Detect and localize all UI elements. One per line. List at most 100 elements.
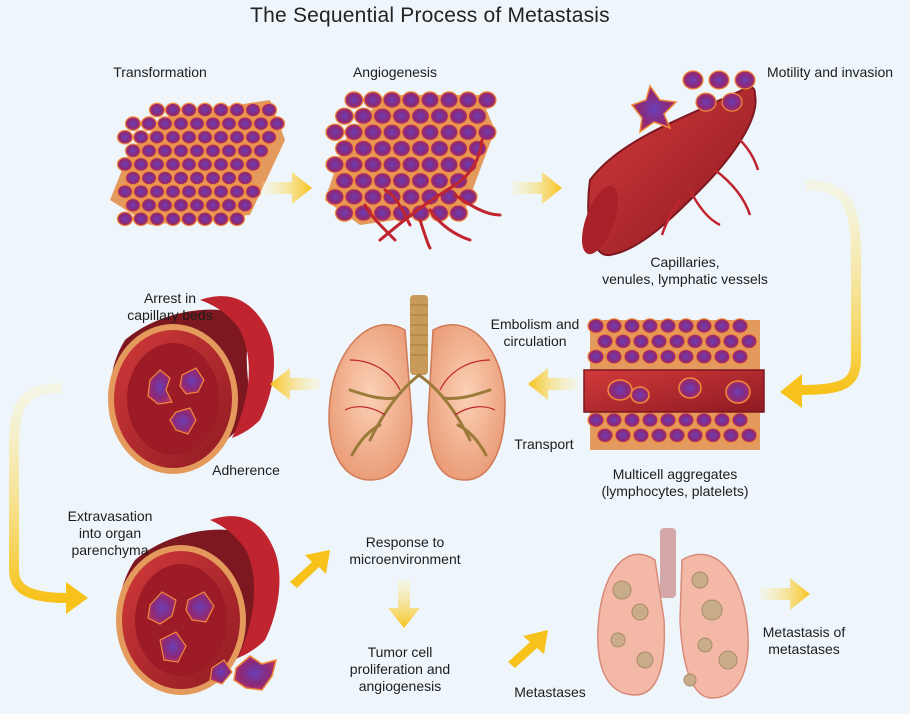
tumor-cell [244, 157, 262, 172]
arrow-lungs-to-arrest [270, 368, 320, 400]
tumor-cell [334, 204, 355, 222]
tumor-cell [401, 123, 421, 142]
tumor-cell [140, 116, 158, 131]
tumor-cell [228, 184, 246, 199]
tumor-cell [220, 170, 238, 186]
tumor-cell [641, 318, 659, 334]
tumor-cell [220, 197, 238, 213]
label-capillaries: Capillaries, venules, lymphatic vessels [602, 254, 768, 287]
tumor-cell [713, 412, 731, 428]
tumor-cell [156, 143, 174, 159]
tumor-cell [614, 333, 632, 350]
arrow-metastasis-of-metastases [760, 578, 810, 610]
tumor-cell [668, 333, 686, 350]
tumor-cell [148, 211, 166, 227]
tumor-cell [236, 143, 254, 159]
tumor-cell [458, 123, 478, 142]
tumor-cell [731, 348, 749, 365]
tumor-cell [334, 172, 355, 190]
tumor-cell [740, 427, 758, 444]
tumor-cell [448, 204, 469, 222]
tumor-cell [260, 129, 278, 145]
tumor-cell [116, 184, 134, 199]
tumor-cell [244, 129, 262, 145]
extravasating-cells [147, 591, 278, 691]
arrested-cells [147, 367, 205, 435]
arrest-vessel [108, 296, 275, 474]
tumor-cell [721, 92, 743, 112]
tumor-cell [401, 188, 421, 206]
tumor-cell [623, 318, 641, 334]
label-extravasation: Extravasation into organ parenchyma [67, 508, 153, 558]
label-transport: Transport [514, 436, 574, 452]
tumor-cell [124, 143, 142, 159]
tumor-cell [344, 155, 364, 174]
tumor-cell [695, 412, 713, 428]
tumor-cell [632, 333, 650, 350]
tumor-cell [116, 211, 134, 227]
label-metastases: Metastases [514, 684, 586, 700]
tumor-cell [124, 116, 142, 131]
tumor-cell [334, 107, 355, 125]
tumor-cell [164, 157, 182, 172]
tumor-cell [212, 184, 230, 199]
tumor-cell [148, 102, 166, 118]
circulation-vessel [583, 318, 765, 450]
tumor-cell [623, 348, 641, 365]
tumor-cell [188, 197, 206, 213]
tumor-cell [180, 211, 198, 227]
tumor-cell [180, 157, 198, 172]
label-proliferation: Tumor cell proliferation and angiogenesi… [349, 644, 451, 694]
tumor-cell [204, 143, 222, 159]
tumor-cell [668, 427, 686, 444]
tumor-cell [220, 116, 238, 131]
tumor-cell [439, 155, 459, 174]
tumor-cell [659, 348, 677, 365]
tumor-cell [132, 129, 150, 145]
tumor-cell [429, 139, 450, 158]
tumor-cell [172, 116, 190, 131]
tumor-cell [236, 170, 254, 186]
tumor-cell [677, 318, 695, 334]
label-response: Response to microenvironment [349, 534, 461, 567]
tumor-cell [632, 427, 650, 444]
tumor-cell [686, 333, 704, 350]
label-angiogenesis: Angiogenesis [352, 64, 438, 80]
label-transformation: Transformation [113, 64, 207, 80]
tumor-cell [587, 318, 605, 334]
tumor-cell [614, 427, 632, 444]
tumor-cell-cluster [325, 91, 497, 222]
tumor-cell [695, 318, 713, 334]
tumor-cell [641, 412, 659, 428]
tumor-cell [196, 184, 214, 199]
tumor-cell [650, 333, 668, 350]
label-adherence: Adherence [212, 462, 280, 478]
tumor-cell [391, 172, 412, 190]
tumor-cell [363, 155, 383, 174]
tumor-cell [196, 157, 214, 172]
tumor-cell [605, 412, 623, 428]
motility-vessel [581, 70, 760, 257]
tumor-cell [448, 107, 469, 125]
transformation-tissue [110, 100, 286, 227]
tumor-cell [420, 155, 440, 174]
tumor-cell [212, 102, 230, 118]
tumor-cell [401, 91, 421, 109]
tumor-cell [334, 139, 355, 158]
tumor-cell [236, 197, 254, 213]
new-blood-vessels [363, 138, 502, 250]
circulating-cells [607, 377, 751, 404]
tumor-cell [180, 184, 198, 199]
tumor-cell [132, 184, 150, 199]
tumor-cell-cluster [116, 102, 286, 227]
tumor-cell [731, 412, 749, 428]
tumor-cell [228, 102, 246, 118]
tumor-cell [204, 116, 222, 131]
tumor-cell [156, 197, 174, 213]
tumor-cell [363, 188, 383, 206]
tumor-cell [132, 211, 150, 227]
tumor-cell [363, 91, 383, 109]
tumor-cell [682, 70, 704, 90]
tumor-cell [156, 116, 174, 131]
